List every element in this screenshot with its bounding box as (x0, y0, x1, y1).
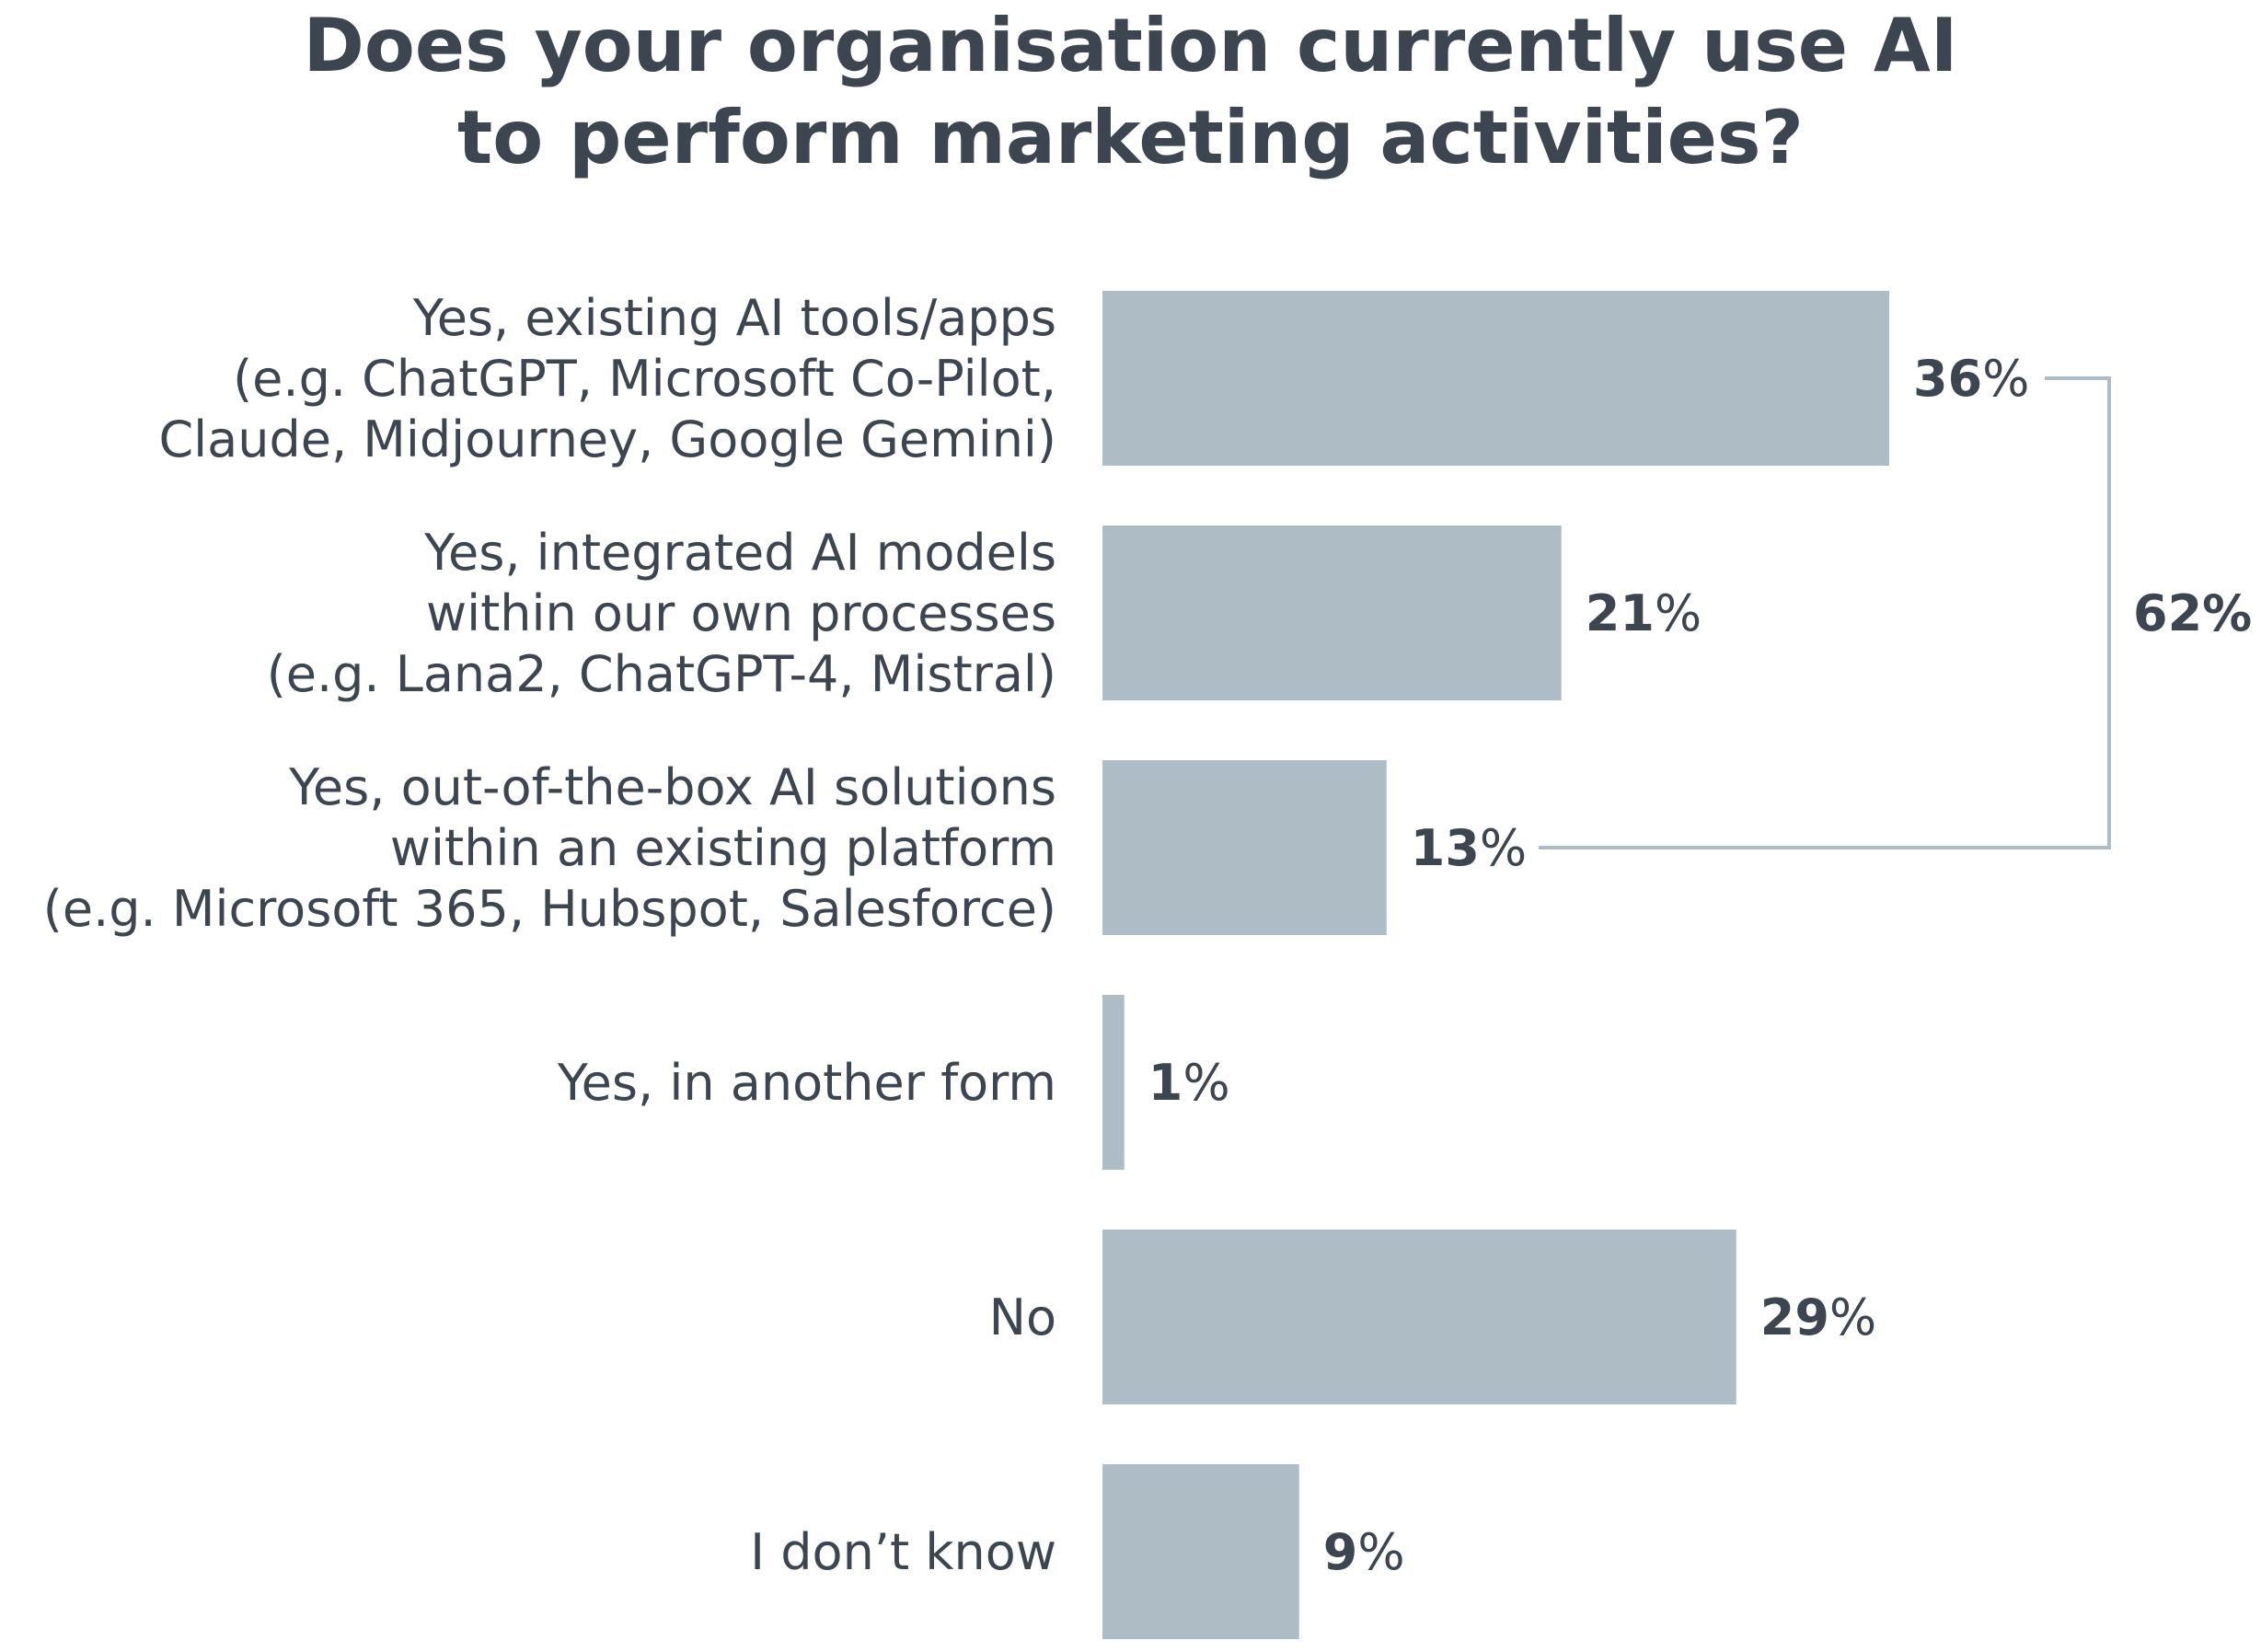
chart-title-line-1: Does your organisation currently use AI (303, 3, 1958, 88)
value-number: 1 (1148, 1054, 1183, 1112)
value-label-3: 1% (1148, 1054, 1230, 1112)
category-label-line: within our own processes (426, 584, 1056, 642)
category-label-line: (e.g. Microsoft 365, Hubspot, Salesforce… (43, 880, 1056, 938)
category-label-line: (e.g. ChatGPT, Microsoft Co-Pilot, (233, 350, 1056, 408)
bar-4 (1102, 1230, 1736, 1404)
value-suffix: % (1982, 350, 2029, 408)
chart-title: Does your organisation currently use AI … (0, 0, 2261, 184)
value-label-2: 13% (1411, 819, 1527, 877)
category-label-line: Yes, in another form (557, 1054, 1056, 1112)
category-label-1: Yes, integrated AI models within our own … (267, 524, 1056, 703)
value-label-1: 21% (1586, 584, 1702, 642)
category-label-3: Yes, in another form (557, 1054, 1056, 1112)
value-suffix: % (1357, 1523, 1404, 1581)
value-suffix: % (1480, 819, 1527, 877)
value-number: 29 (1760, 1288, 1829, 1346)
value-label-0: 36% (1913, 350, 2029, 408)
bar-1 (1102, 526, 1562, 700)
value-suffix: % (1655, 584, 1702, 642)
category-label-line: I don’t know (750, 1523, 1056, 1581)
value-number: 9 (1323, 1523, 1358, 1581)
category-label-line: Yes, out-of-the-box AI solutions (288, 758, 1056, 816)
value-label-4: 29% (1760, 1288, 1876, 1346)
category-label-0: Yes, existing AI tools/apps (e.g. ChatGPT… (158, 289, 1056, 468)
bar-2 (1102, 760, 1387, 935)
category-label-line: (e.g. Lana2, ChatGPT-4, Mistral) (267, 645, 1056, 703)
category-label-line: Claude, Midjourney, Google Gemini) (158, 410, 1056, 468)
value-suffix: % (1182, 1054, 1229, 1112)
category-label-4: No (989, 1288, 1056, 1346)
value-number: 21 (1586, 584, 1655, 642)
value-suffix: % (1829, 1288, 1876, 1346)
bar-5 (1102, 1464, 1299, 1639)
value-number: 13 (1411, 819, 1480, 877)
bar-0 (1102, 291, 1889, 466)
bracket-total-label: 62% (2133, 584, 2252, 642)
category-label-line: No (989, 1288, 1056, 1346)
category-label-line: Yes, integrated AI models (423, 524, 1056, 582)
bar-3 (1102, 995, 1125, 1170)
value-number: 36 (1913, 350, 1982, 408)
category-label-line: Yes, existing AI tools/apps (412, 289, 1056, 347)
chart-title-line-2: to perform marketing activities? (457, 95, 1804, 180)
category-label-2: Yes, out-of-the-box AI solutions within a… (43, 758, 1056, 938)
category-label-line: within an existing platform (390, 819, 1056, 877)
group-bracket (1539, 376, 2111, 849)
value-label-5: 9% (1323, 1523, 1405, 1581)
category-label-5: I don’t know (750, 1523, 1056, 1581)
